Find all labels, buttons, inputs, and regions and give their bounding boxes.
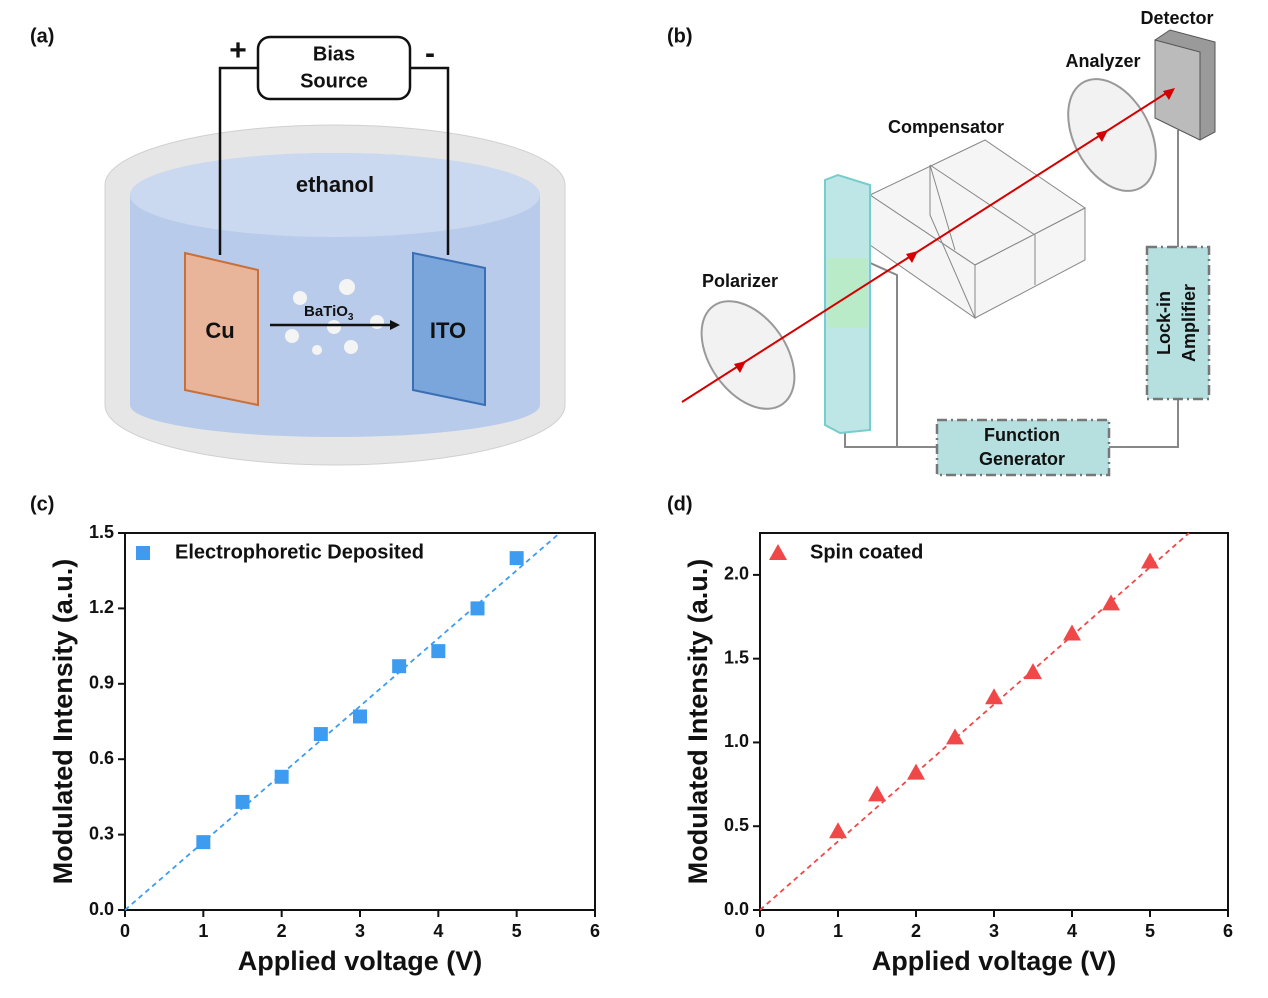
plus: +: [229, 34, 247, 67]
wire: [218, 66, 450, 255]
polarizer-label: Polarizer: [702, 271, 778, 291]
x-tick-label: 0: [755, 921, 765, 941]
cu-electrode: [184, 251, 259, 407]
x-tick-label: 6: [590, 921, 600, 941]
point: [509, 551, 524, 566]
x-tick-label: 5: [512, 921, 522, 941]
particle-base: BaTiO: [304, 303, 348, 320]
y-tick-label: 1.2: [89, 597, 114, 617]
liquid-surface: [130, 153, 540, 237]
panel-label: (b): [667, 25, 693, 47]
plot-frame: [759, 532, 1229, 911]
lock-in-label: Lock-in: [1154, 291, 1174, 355]
bias-box: [256, 35, 412, 101]
legend-label: Electrophoretic Deposited: [175, 541, 424, 563]
y-tick-label: 0.5: [724, 815, 749, 835]
particle-label: BaTiO3: [304, 303, 354, 323]
y-tick-label: 0.0: [724, 899, 749, 919]
x-tick-label: 4: [1067, 921, 1077, 941]
point: [392, 659, 407, 674]
x-axis-label: Applied voltage (V): [872, 946, 1117, 976]
point: [829, 822, 847, 839]
y-tick-label: 0.3: [89, 823, 114, 843]
lock-in-box: [1145, 245, 1211, 401]
point: [470, 601, 485, 616]
panel-label: (c): [30, 493, 54, 515]
point: [868, 785, 886, 802]
point: [1063, 624, 1081, 641]
cathode-label: Cu: [205, 318, 234, 343]
analyzer: [1067, 78, 1157, 192]
arrow-head: [390, 320, 400, 330]
legend-marker: [769, 544, 787, 560]
compensator-label: Compensator: [888, 117, 1004, 137]
bias-label: Bias: [313, 43, 355, 65]
point: [985, 688, 1003, 705]
y-tick-label: 1.5: [89, 522, 114, 542]
ito-electrode: [412, 251, 486, 407]
x-tick-label: 0: [120, 921, 130, 941]
point: [907, 763, 925, 780]
y-tick-label: 1.5: [724, 647, 749, 667]
point: [946, 728, 964, 745]
x-tick-label: 2: [277, 921, 287, 941]
point: [1024, 663, 1042, 680]
point: [1102, 594, 1120, 611]
minus: -: [425, 37, 435, 70]
point: [196, 835, 211, 850]
anode-label: ITO: [430, 318, 466, 343]
y-tick-label: 2.0: [724, 564, 749, 584]
x-tick-label: 2: [911, 921, 921, 941]
diagram-b: (b) Lock-in Amplifier Function Generator…: [667, 8, 1216, 477]
fit-line: [124, 532, 561, 911]
point: [313, 727, 328, 742]
x-axis-label: Applied voltage (V): [238, 946, 483, 976]
analyzer-label: Analyzer: [1065, 51, 1140, 71]
legend-label: Spin coated: [810, 541, 923, 563]
panel-label: (a): [30, 25, 54, 47]
legend-marker: [136, 546, 150, 560]
y-axis-label: Modulated Intensity (a.u.): [683, 559, 713, 885]
diagram-a: (a) Bias Source + - ethanol Cu ITO BaTiO…: [30, 25, 566, 466]
beam: [681, 91, 1169, 403]
y-tick-label: 1.0: [724, 731, 749, 751]
x-tick-label: 4: [433, 921, 443, 941]
compensator: [868, 139, 1086, 319]
function-generator-label: Generator: [979, 449, 1065, 469]
point: [235, 794, 250, 809]
detector-face: [1154, 39, 1201, 141]
detector-label: Detector: [1140, 8, 1213, 28]
film: [828, 258, 868, 328]
function-generator-label: Function: [984, 425, 1060, 445]
point: [431, 644, 446, 659]
bias-label: Source: [300, 70, 368, 92]
x-tick-label: 5: [1145, 921, 1155, 941]
point: [353, 709, 367, 724]
function-generator-box: [935, 418, 1111, 477]
polarizer: [700, 300, 796, 410]
point: [274, 769, 289, 784]
x-tick-label: 1: [198, 921, 208, 941]
lock-in-label: Amplifier: [1179, 284, 1199, 362]
panel-label: (d): [667, 493, 693, 515]
x-tick-label: 6: [1223, 921, 1233, 941]
beam-arrows: [734, 88, 1175, 373]
x-tick-label: 3: [355, 921, 365, 941]
x-tick-label: 3: [989, 921, 999, 941]
solvent-label: ethanol: [296, 172, 374, 197]
y-tick-label: 0.0: [89, 899, 114, 919]
x-tick-label: 1: [833, 921, 843, 941]
y-axis-label: Modulated Intensity (a.u.): [48, 559, 78, 885]
particle-sub: 3: [348, 312, 354, 323]
y-tick-label: 0.6: [89, 748, 114, 768]
point: [1141, 552, 1159, 569]
y-tick-label: 0.9: [89, 673, 114, 693]
